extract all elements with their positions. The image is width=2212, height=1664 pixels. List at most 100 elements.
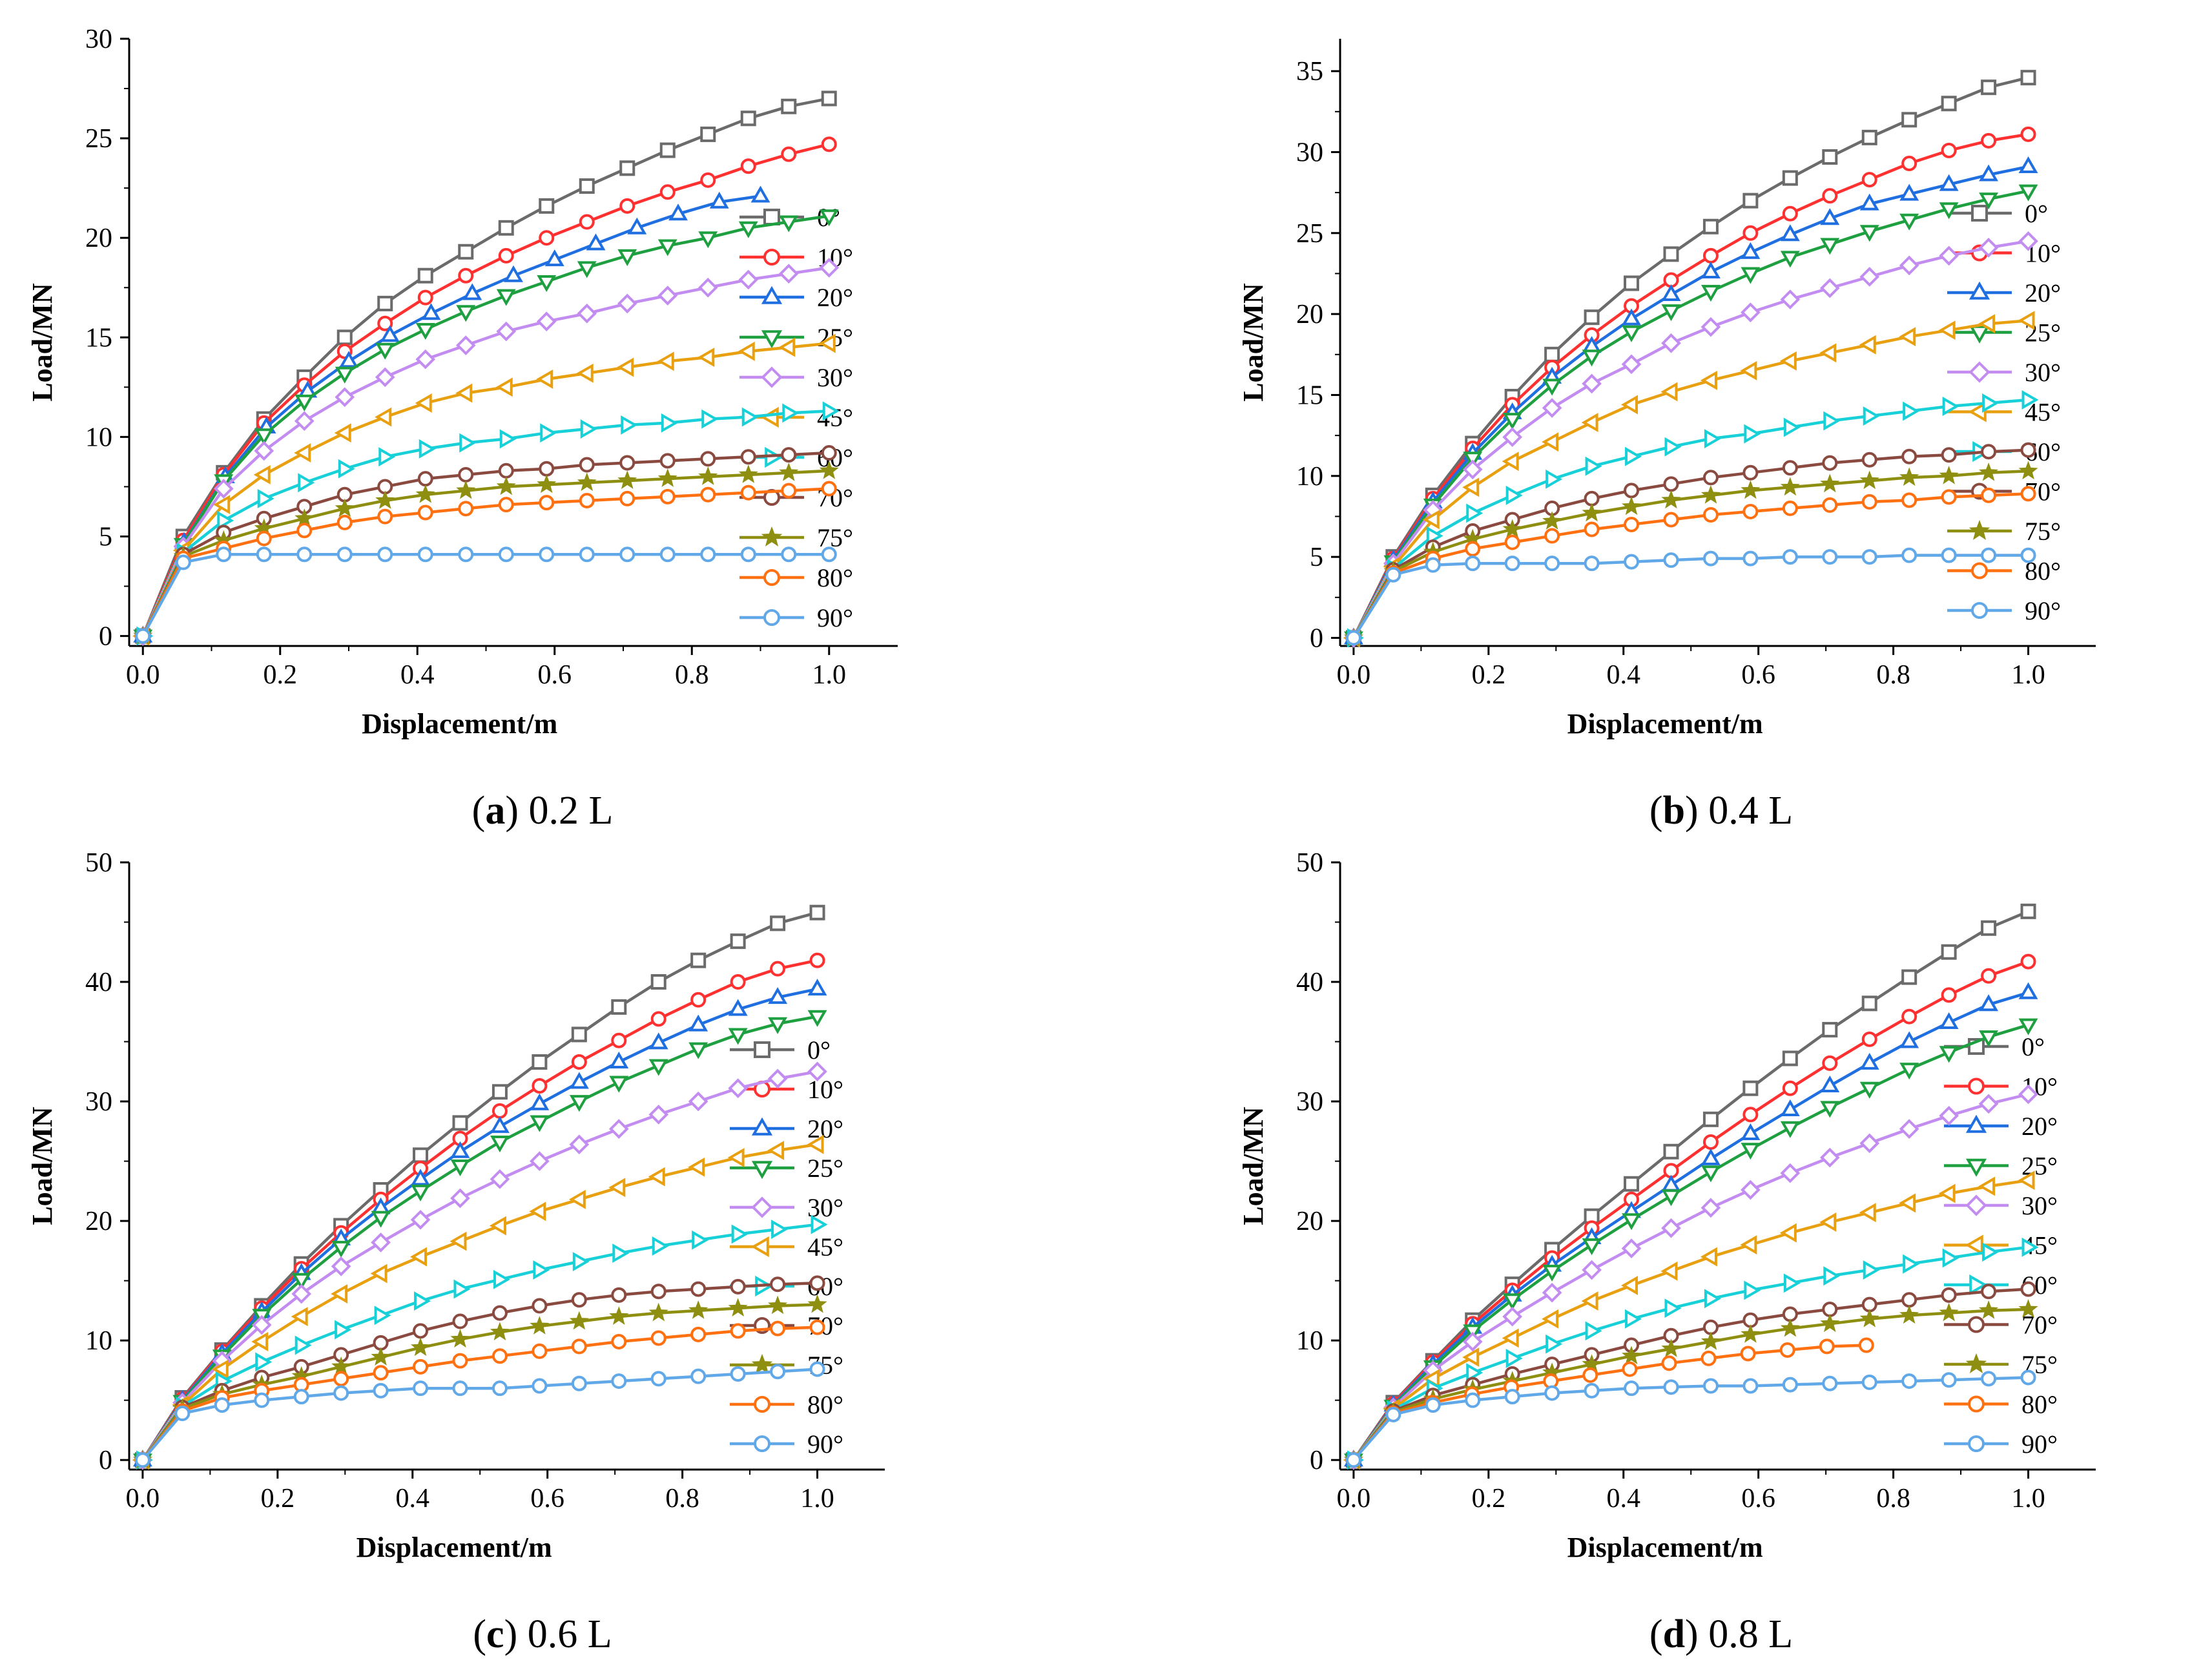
- data-point: [1941, 1287, 1957, 1303]
- data-point: [1861, 452, 1877, 468]
- data-point: [1861, 995, 1877, 1012]
- data-point: [253, 464, 271, 484]
- data-point: [537, 275, 557, 293]
- data-point: [2018, 1084, 2038, 1105]
- data-point: [1702, 1378, 1719, 1394]
- data-point: [1899, 467, 1919, 486]
- y-tick-label: 15: [1296, 380, 1323, 410]
- data-point: [688, 1157, 705, 1177]
- data-point: [491, 1305, 508, 1321]
- data-point: [331, 1284, 348, 1304]
- data-point: [740, 110, 756, 127]
- data-point: [2020, 126, 2036, 142]
- data-point: [1584, 309, 1600, 326]
- legend-marker: [751, 1353, 773, 1374]
- data-point: [333, 1371, 349, 1387]
- data-point: [1661, 304, 1681, 322]
- data-point: [807, 1294, 827, 1313]
- data-point: [1979, 994, 1999, 1012]
- legend-label: 75°: [2025, 517, 2061, 546]
- x-axis-label: Displacement/m: [362, 708, 557, 740]
- data-point: [455, 335, 476, 355]
- legend-label: 75°: [817, 523, 853, 552]
- data-point: [819, 258, 840, 278]
- series-75-deg: [1343, 1299, 2038, 1468]
- data-point: [1742, 1080, 1759, 1096]
- legend-marker: [1971, 205, 1988, 222]
- legend-entry: 90°: [1947, 596, 2061, 625]
- data-point: [254, 441, 274, 461]
- data-point: [213, 495, 231, 515]
- data-point: [294, 443, 311, 463]
- legend-entry: 45°: [730, 1232, 843, 1262]
- data-point: [1584, 556, 1600, 572]
- legend-marker: [763, 609, 780, 626]
- data-point: [609, 1306, 629, 1326]
- data-point: [1978, 1094, 1999, 1114]
- data-point: [1820, 208, 1840, 225]
- data-point: [1939, 1046, 1959, 1063]
- data-point: [1942, 397, 1959, 416]
- data-point: [2018, 1299, 2038, 1318]
- x-tick-label: 0.8: [1876, 1484, 1910, 1513]
- series-0-deg: [1345, 70, 2036, 646]
- legend-marker: [1965, 1194, 1987, 1216]
- data-point: [1742, 1378, 1759, 1394]
- panel-caption: (a) 0.2 L: [472, 789, 614, 833]
- data-point: [781, 447, 797, 463]
- data-point: [741, 407, 759, 427]
- series-line: [1352, 398, 2029, 639]
- data-point: [1939, 245, 1959, 266]
- data-point: [1700, 317, 1721, 337]
- data-point: [1779, 1223, 1797, 1243]
- legend-entry: 30°: [1944, 1191, 2058, 1220]
- data-point: [1744, 424, 1761, 444]
- series-line: [141, 194, 761, 637]
- data-point: [619, 546, 636, 563]
- data-point: [738, 269, 759, 290]
- data-point: [1861, 172, 1877, 188]
- series-60-deg: [1347, 1237, 2039, 1470]
- data-point: [652, 1236, 669, 1256]
- x-tick-label: 0.8: [1876, 660, 1910, 690]
- data-point: [450, 1188, 470, 1209]
- data-point: [619, 198, 636, 214]
- data-point: [295, 1335, 312, 1355]
- data-point: [1783, 1273, 1801, 1293]
- y-tick-label: 5: [99, 522, 112, 552]
- data-point: [668, 203, 688, 221]
- x-tick-label: 0.0: [126, 660, 160, 690]
- data-point: [1664, 437, 1682, 457]
- data-point: [450, 1329, 470, 1348]
- legend-marker: [1969, 519, 1990, 540]
- data-point: [1901, 156, 1917, 172]
- legend-entry: 0°: [730, 1035, 831, 1065]
- data-point: [174, 1406, 191, 1422]
- data-point: [1859, 193, 1879, 211]
- series-75-deg: [133, 460, 839, 645]
- data-point: [730, 1366, 746, 1382]
- legend-label: 30°: [817, 363, 853, 392]
- data-point: [213, 479, 234, 499]
- data-point: [1582, 1238, 1602, 1256]
- series-line: [1352, 1178, 2029, 1461]
- data-point: [770, 1364, 786, 1380]
- legend-marker: [1971, 562, 1988, 579]
- data-point: [650, 974, 667, 990]
- data-point: [1782, 205, 1798, 222]
- legend-marker: [760, 406, 779, 428]
- x-tick-label: 0.4: [1607, 660, 1641, 690]
- data-point: [1624, 1176, 1640, 1192]
- data-point: [781, 98, 797, 114]
- data-point: [256, 546, 272, 563]
- data-point: [1663, 1143, 1679, 1160]
- legend-entry: 70°: [1944, 1311, 2058, 1340]
- data-point: [1581, 1291, 1598, 1311]
- data-point: [1582, 503, 1602, 522]
- data-point: [1502, 1328, 1519, 1348]
- x-tick-label: 0.6: [530, 1484, 564, 1513]
- data-point: [767, 1068, 788, 1089]
- data-point: [410, 1247, 428, 1267]
- data-point: [617, 293, 637, 314]
